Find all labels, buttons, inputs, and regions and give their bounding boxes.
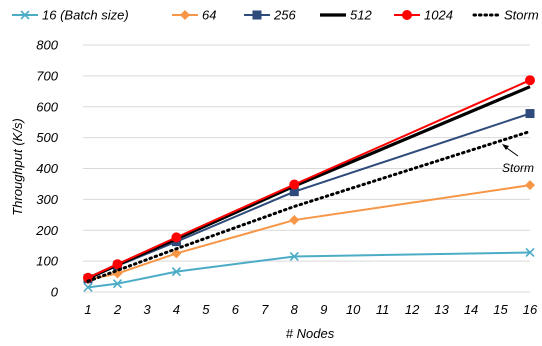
legend-label: 1024 [424,8,453,23]
y-tick-label: 300 [36,192,58,207]
series-line [87,85,531,280]
legend-marker [20,10,30,20]
data-point [171,232,182,243]
data-point [171,248,182,259]
x-tick-label: 14 [464,302,478,317]
series-512 [87,85,531,280]
data-point [289,179,300,190]
data-point [289,187,299,197]
legend-marker [402,10,412,20]
data-point [83,282,93,292]
data-point [112,279,123,289]
y-tick-label: 200 [35,223,58,238]
data-point [289,251,299,262]
legend-marker-stroke-b [20,10,30,20]
data-point [525,75,535,86]
y-axis-title: Throughput (K/s) [10,118,25,216]
x-tick-label: 10 [346,302,361,317]
data-point [525,109,535,119]
x-tick-label: 3 [143,302,151,317]
x-tick-label: 9 [320,302,327,317]
legend-item: 256 [244,8,296,23]
x-tick-label: 6 [232,302,240,317]
data-point-stroke-b [289,251,299,262]
series-64 [83,180,535,285]
x-tick-label: 5 [202,302,210,317]
legend-item: 64 [172,8,216,23]
legend-label: Storm [504,8,539,23]
data-point [525,247,535,258]
storm-annotation: Storm [502,144,534,175]
x-tick-label: 7 [261,302,269,317]
x-tick-label: 16 [523,302,538,317]
grid-lines [83,44,530,293]
legend-label: 256 [273,8,296,23]
series-storm [86,129,532,283]
data-point [112,259,123,270]
y-tick-label: 400 [36,161,58,176]
y-tick-label: 500 [36,130,58,145]
y-tick-label: 0 [51,285,59,300]
data-point-stroke-b [83,282,93,292]
x-tick-label: 12 [405,302,420,317]
y-tick-label: 100 [36,254,58,269]
storm-annotation-arrowhead [502,144,509,150]
legend-marker [180,10,190,20]
data-point [525,180,535,191]
legend-marker [252,10,262,20]
y-axis-ticks: 0 100 200 300 400 500 600 700 800 [35,38,58,300]
series-1024 [83,75,535,283]
legend-item: 512 [320,8,372,23]
x-tick-label: 15 [493,302,508,317]
legend: 16 (Batch size) 64 256 512 1024 Storm [12,8,539,23]
x-axis-title: # Nodes [286,326,335,341]
series-line [87,79,531,279]
series-line [86,129,532,283]
data-point-stroke-b [112,279,123,289]
x-tick-label: 4 [173,302,180,317]
legend-label: 512 [350,8,372,23]
x-tick-label: 2 [113,302,122,317]
data-point-stroke-b [171,267,181,277]
x-tick-label: 11 [376,302,390,317]
series-lines [83,75,535,292]
legend-label: 16 (Batch size) [42,8,129,23]
legend-label: 64 [202,8,216,23]
data-point [289,215,300,226]
x-tick-label: 8 [291,302,299,317]
y-tick-label: 600 [36,99,58,114]
x-axis-ticks: 1 2 3 4 5 6 7 8 9 10 11 12 13 14 15 16 [84,302,538,317]
legend-item: 16 (Batch size) [12,8,129,23]
data-point [171,267,181,277]
x-tick-label: 13 [434,302,449,317]
legend-item: Storm [472,8,539,23]
y-tick-label: 700 [36,68,58,83]
x-tick-label: 1 [84,302,91,317]
data-point-stroke-b [525,247,535,258]
y-tick-label: 800 [36,38,58,53]
legend-item: 1024 [394,8,453,23]
storm-annotation-label: Storm [502,161,534,175]
series-16 [83,247,535,292]
